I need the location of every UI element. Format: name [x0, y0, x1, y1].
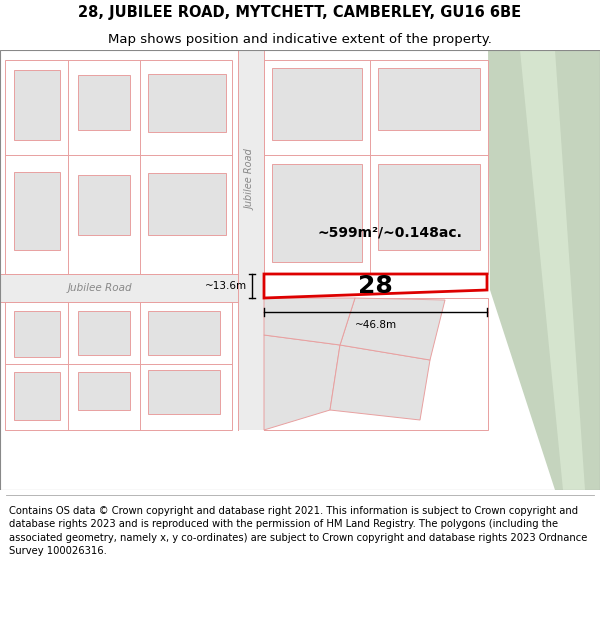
- Bar: [148, 311, 220, 355]
- Bar: [272, 164, 362, 262]
- Polygon shape: [264, 274, 487, 298]
- Bar: [148, 74, 226, 132]
- Polygon shape: [330, 345, 430, 420]
- Bar: [272, 68, 362, 140]
- Bar: [148, 370, 220, 414]
- Bar: [14, 311, 60, 357]
- Text: Jubilee Road: Jubilee Road: [68, 283, 133, 293]
- Text: 28, JUBILEE ROAD, MYTCHETT, CAMBERLEY, GU16 6BE: 28, JUBILEE ROAD, MYTCHETT, CAMBERLEY, G…: [79, 5, 521, 20]
- Bar: [378, 164, 480, 250]
- Bar: [14, 372, 60, 420]
- Text: Map shows position and indicative extent of the property.: Map shows position and indicative extent…: [108, 32, 492, 46]
- Polygon shape: [488, 50, 600, 490]
- Polygon shape: [264, 298, 355, 345]
- Bar: [78, 175, 130, 235]
- Polygon shape: [520, 50, 585, 490]
- Text: ~46.8m: ~46.8m: [355, 320, 397, 330]
- Bar: [378, 68, 480, 130]
- Bar: [14, 172, 60, 250]
- Text: 28: 28: [358, 274, 392, 298]
- Polygon shape: [340, 298, 445, 360]
- Bar: [0, 274, 238, 302]
- Bar: [148, 173, 226, 235]
- Text: Contains OS data © Crown copyright and database right 2021. This information is : Contains OS data © Crown copyright and d…: [9, 506, 587, 556]
- Text: ~599m²/~0.148ac.: ~599m²/~0.148ac.: [317, 225, 463, 239]
- Polygon shape: [264, 335, 340, 430]
- Text: Jubilee Road: Jubilee Road: [246, 149, 256, 211]
- Bar: [14, 70, 60, 140]
- Text: ~13.6m: ~13.6m: [205, 281, 247, 291]
- Bar: [78, 75, 130, 130]
- Bar: [78, 372, 130, 410]
- Bar: [78, 311, 130, 355]
- Bar: [238, 50, 264, 430]
